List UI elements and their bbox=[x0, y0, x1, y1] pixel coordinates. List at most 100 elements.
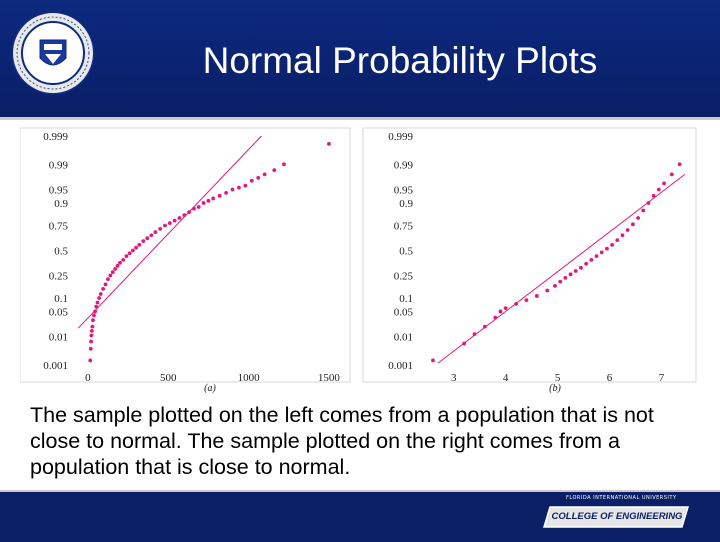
data-point bbox=[610, 243, 615, 247]
y-tick-label: 0.9 bbox=[54, 198, 68, 210]
data-point bbox=[568, 272, 573, 277]
data-point bbox=[563, 275, 568, 280]
data-point bbox=[573, 269, 578, 273]
data-point bbox=[93, 309, 97, 314]
y-tick-label: 0.99 bbox=[49, 159, 69, 171]
data-point bbox=[177, 216, 182, 220]
panel-right: 0.001 0.01 0.050.1 0.25 0.5 0.75 0.90.95 0.99 0.… bbox=[362, 127, 697, 394]
y-tick-label: 0.9 bbox=[399, 198, 413, 210]
university-seal-icon bbox=[11, 11, 95, 95]
data-point bbox=[101, 287, 106, 291]
data-point bbox=[256, 175, 261, 180]
data-point bbox=[91, 318, 95, 323]
y-tick-label: 0.5 bbox=[54, 246, 68, 258]
panel-left: 0.001 0.01 0.050.1 0.25 0.5 0.75 0.90.95 0.99 0.… bbox=[20, 127, 351, 394]
data-point bbox=[211, 196, 216, 201]
data-point bbox=[272, 168, 277, 172]
data-point bbox=[134, 245, 138, 250]
data-point bbox=[599, 250, 604, 255]
data-point bbox=[127, 251, 132, 256]
y-tick-label: 0.25 bbox=[49, 270, 69, 282]
y-tick-label: 0.001 bbox=[388, 360, 413, 372]
data-point bbox=[651, 193, 656, 198]
data-point bbox=[620, 233, 625, 238]
data-point bbox=[92, 313, 96, 318]
x-tick-label: 4 bbox=[503, 372, 509, 384]
college-badge-icon bbox=[542, 506, 690, 528]
data-point bbox=[172, 218, 177, 223]
data-point bbox=[636, 216, 640, 220]
data-point bbox=[524, 298, 529, 303]
y-tick-label: 0.5 bbox=[399, 246, 413, 258]
data-point bbox=[677, 162, 682, 167]
data-point bbox=[641, 208, 646, 213]
data-point bbox=[149, 233, 154, 238]
y-tick-label: 0.001 bbox=[43, 360, 68, 372]
x-tick-label: 1500 bbox=[318, 372, 341, 384]
data-point bbox=[90, 324, 95, 329]
data-point bbox=[145, 236, 150, 241]
data-point bbox=[589, 257, 594, 262]
data-point bbox=[662, 181, 666, 186]
slide-caption: The sample plotted on the left comes fro… bbox=[30, 403, 654, 479]
data-point bbox=[89, 339, 93, 344]
data-point bbox=[558, 279, 563, 284]
reference-line bbox=[437, 174, 686, 364]
data-point bbox=[108, 273, 113, 278]
data-point bbox=[137, 243, 142, 247]
data-point bbox=[196, 205, 201, 209]
data-point bbox=[646, 201, 651, 205]
data-point bbox=[113, 266, 118, 271]
data-point bbox=[115, 263, 120, 268]
data-point bbox=[462, 341, 467, 346]
x-tick-label: 7 bbox=[659, 372, 665, 384]
data-point bbox=[615, 238, 620, 243]
data-point bbox=[472, 332, 477, 337]
data-point bbox=[206, 198, 211, 203]
data-point bbox=[262, 172, 267, 177]
y-tick-label: 0.95 bbox=[49, 185, 69, 197]
data-point bbox=[553, 283, 557, 288]
data-point bbox=[282, 162, 286, 167]
data-point bbox=[124, 254, 129, 258]
data-point bbox=[217, 193, 222, 198]
data-point bbox=[534, 294, 539, 298]
data-point bbox=[498, 309, 503, 314]
y-tick-label: 0.25 bbox=[394, 270, 414, 282]
data-point bbox=[656, 187, 661, 192]
data-point bbox=[121, 257, 126, 262]
normal-probability-plots: 0.0010.010.050.10.250.50.750.90.950.990.… bbox=[20, 127, 697, 394]
data-point bbox=[237, 185, 241, 190]
data-point bbox=[630, 222, 635, 227]
data-point bbox=[88, 346, 93, 351]
data-point bbox=[94, 304, 99, 309]
data-point bbox=[224, 190, 228, 195]
data-point bbox=[249, 178, 254, 183]
panel-frame bbox=[362, 127, 697, 383]
data-point bbox=[431, 358, 435, 363]
data-point bbox=[327, 141, 331, 146]
data-point bbox=[158, 227, 163, 231]
data-point bbox=[103, 282, 108, 287]
data-point bbox=[106, 277, 110, 282]
data-point bbox=[230, 187, 235, 192]
data-point bbox=[201, 201, 206, 205]
data-point bbox=[584, 261, 589, 266]
data-point bbox=[514, 301, 518, 306]
data-point bbox=[163, 223, 167, 228]
x-tick-label: 1000 bbox=[238, 372, 260, 384]
data-point bbox=[98, 292, 103, 296]
data-point bbox=[625, 228, 630, 232]
data-point bbox=[579, 265, 583, 270]
footer-university-name: FLORIDA INTERNATIONAL UNIVERSITY bbox=[566, 495, 677, 501]
panel-frame bbox=[20, 127, 351, 383]
data-point bbox=[110, 270, 115, 274]
x-tick-label: 5 bbox=[555, 372, 561, 384]
panel-label: (b) bbox=[549, 383, 561, 394]
y-tick-label: 0.05 bbox=[49, 306, 69, 318]
data-point bbox=[153, 230, 158, 235]
data-point bbox=[89, 329, 94, 333]
y-tick-label: 0.05 bbox=[394, 306, 414, 318]
slide-header: Normal Probability Plots bbox=[0, 0, 720, 120]
y-tick-label: 0.99 bbox=[394, 159, 414, 171]
